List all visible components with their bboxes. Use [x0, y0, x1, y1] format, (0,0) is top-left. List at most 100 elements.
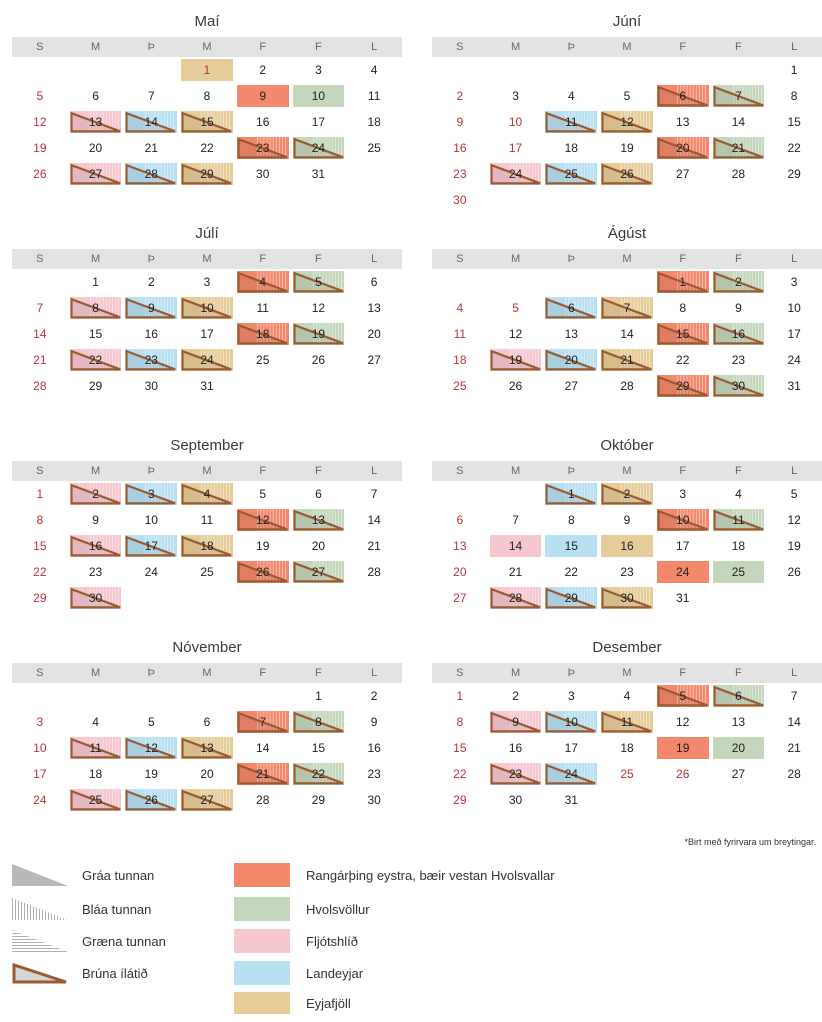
brown-container-triangle-icon [125, 111, 176, 133]
day-cell: 22 [12, 559, 68, 585]
day-number: 15 [311, 741, 326, 755]
day-cell: 24 [123, 559, 179, 585]
day-cell: 6 [291, 481, 347, 507]
day-number: 1 [456, 689, 464, 703]
day-cell: 19 [766, 533, 822, 559]
weekday-label: Þ [147, 253, 155, 265]
day-cell: 30 [68, 585, 124, 611]
color-swatch [234, 929, 290, 953]
weekday-label: M [202, 253, 212, 265]
day-cell: 13 [655, 109, 711, 135]
day-cell: 19 [488, 347, 544, 373]
day-number: 4 [92, 715, 99, 729]
brown-container-triangle-icon [490, 349, 541, 371]
day-cell: 2 [68, 481, 124, 507]
day-cell: 16 [235, 109, 291, 135]
day-number: 27 [88, 167, 103, 181]
legend-label: Gráa tunnan [82, 867, 155, 883]
day-number: 29 [564, 591, 578, 605]
day-cell: 16 [599, 533, 655, 559]
weekday-label: M [510, 667, 521, 679]
day-number: 1 [315, 689, 322, 703]
brown-container-triangle-icon [713, 375, 764, 397]
weekday-label: M [202, 41, 212, 53]
day-cell: 25 [179, 559, 235, 585]
month-title: Júní [612, 13, 642, 30]
day-cell: 11 [432, 321, 488, 347]
day-cell: 3 [488, 83, 544, 109]
day-number: 21 [787, 741, 801, 755]
day-cell: 28 [488, 585, 544, 611]
day-number: 25 [88, 793, 103, 807]
day-number: 7 [36, 301, 44, 315]
weekday-label: M [622, 667, 632, 679]
day-cell: 4 [68, 709, 124, 735]
day-cell: 14 [711, 109, 767, 135]
day-grid: 1 2 3 4 5 6 7 8 9 10 11 12 13 14 15 16 17 18 19 20 21 22 23 24 2… [12, 481, 402, 611]
day-cell: 16 [432, 135, 488, 161]
day-number: 30 [367, 793, 381, 807]
brown-container-triangle-icon [713, 137, 764, 159]
day-number: 26 [508, 379, 523, 393]
day-cell: 11 [599, 709, 655, 735]
day-number: 12 [787, 513, 801, 527]
day-cell: 1 [291, 683, 347, 709]
day-cell: 25 [599, 761, 655, 787]
day-number: 25 [620, 767, 634, 781]
day-number: 17 [676, 539, 690, 553]
day-number: 15 [200, 115, 214, 129]
day-number: 5 [147, 715, 155, 729]
day-cell: 3 [123, 481, 179, 507]
legend-area-eyja: Eyjafjöll [234, 990, 351, 1016]
collection-area-fill [656, 561, 709, 583]
day-number: 27 [311, 565, 326, 579]
brown-container-triangle-icon [125, 483, 176, 505]
day-number: 31 [564, 793, 578, 807]
day-number: 7 [512, 513, 519, 527]
day-cell: 10 [12, 735, 68, 761]
day-cell: 3 [12, 709, 68, 735]
day-number: 28 [787, 767, 801, 781]
weekday-label: L [791, 667, 798, 679]
day-number: 21 [33, 353, 47, 367]
day-cell: 6 [432, 507, 488, 533]
day-number: 17 [564, 741, 578, 755]
day-cell: 16 [123, 321, 179, 347]
day-cell: 17 [766, 321, 822, 347]
collection-area-fill [545, 535, 598, 557]
day-number: 21 [508, 565, 523, 579]
day-number: 5 [679, 689, 687, 703]
empty-cell [68, 57, 124, 83]
day-number: 24 [508, 167, 523, 181]
day-number: 30 [88, 591, 103, 605]
day-cell: 4 [235, 269, 291, 295]
brown-container-triangle-icon [657, 375, 708, 397]
day-cell: 18 [235, 321, 291, 347]
weekday-label: M [622, 41, 632, 53]
empty-cell [432, 269, 488, 295]
legend-area-rang: Rangárþing eystra, bæir vestan Hvolsvall… [234, 862, 555, 888]
day-number: 1 [567, 487, 575, 501]
weekday-label: Þ [147, 465, 155, 477]
weekday-label: L [791, 465, 798, 477]
weekday-label: F [315, 41, 322, 53]
day-number: 2 [147, 275, 155, 289]
brown-container-triangle-icon [601, 587, 652, 609]
day-number: 1 [790, 63, 798, 77]
day-number: 4 [259, 275, 267, 289]
day-cell: 26 [766, 559, 822, 585]
day-cell: 15 [12, 533, 68, 559]
day-number: 10 [33, 741, 47, 755]
collection-area-fill [292, 85, 345, 107]
brown-container-triangle-icon [601, 483, 652, 505]
day-number: 20 [731, 741, 746, 755]
day-number: 24 [200, 353, 214, 367]
brown-container-triangle-icon [181, 349, 232, 371]
empty-cell [235, 683, 291, 709]
brown-container-triangle-icon [713, 323, 764, 345]
day-number: 1 [203, 63, 211, 77]
day-cell: 23 [235, 135, 291, 161]
brown-container-triangle-icon [545, 163, 596, 185]
